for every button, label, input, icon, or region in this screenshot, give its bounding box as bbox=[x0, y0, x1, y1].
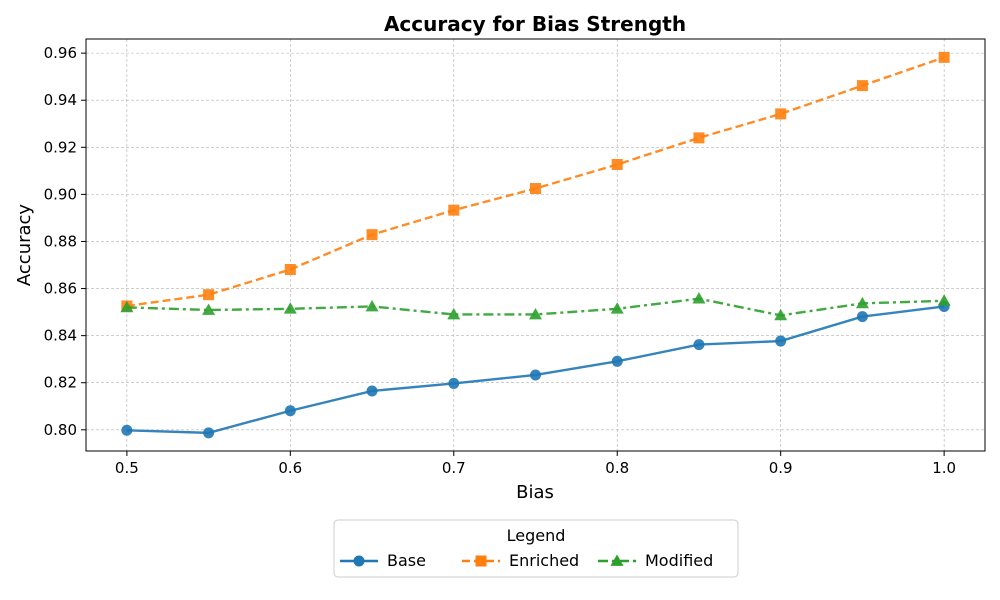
x-tick-label: 0.6 bbox=[278, 459, 302, 477]
x-tick-label: 0.7 bbox=[442, 459, 466, 477]
data-point-enriched bbox=[611, 158, 623, 170]
data-point-modified bbox=[855, 296, 869, 309]
x-tick-label: 1.0 bbox=[932, 459, 956, 477]
y-tick-label: 0.92 bbox=[44, 138, 77, 156]
legend-label-modified: Modified bbox=[645, 551, 713, 570]
data-point-modified bbox=[529, 307, 542, 320]
data-point-modified bbox=[283, 302, 297, 314]
legend: Legend Base Enriched Modified bbox=[333, 519, 739, 578]
grid-lines bbox=[86, 39, 985, 451]
x-axis-ticks: 0.5 0.6 0.7 0.8 0.9 1.0 bbox=[115, 451, 956, 477]
series-line-enriched bbox=[126, 56, 945, 308]
legend-item-base: Base bbox=[340, 551, 426, 570]
x-axis-label: Bias bbox=[516, 482, 554, 503]
data-point-modified bbox=[610, 302, 624, 314]
data-point-modified bbox=[202, 303, 216, 315]
legend-marker-base bbox=[353, 555, 365, 567]
series-modified bbox=[120, 292, 951, 321]
x-tick-label: 0.5 bbox=[115, 459, 139, 477]
data-point-enriched bbox=[938, 51, 950, 63]
data-point-enriched bbox=[366, 229, 378, 241]
data-point-modified bbox=[365, 299, 379, 312]
legend-item-enriched: Enriched bbox=[462, 551, 579, 570]
series-base bbox=[121, 300, 950, 439]
data-point-base bbox=[611, 355, 623, 367]
data-point-modified bbox=[692, 292, 706, 304]
y-tick-label: 0.90 bbox=[44, 185, 77, 203]
data-point-base bbox=[284, 405, 296, 417]
data-point-base bbox=[448, 377, 460, 389]
y-tick-label: 0.86 bbox=[44, 280, 77, 298]
data-point-enriched bbox=[448, 204, 460, 216]
data-point-modified bbox=[774, 308, 788, 321]
data-point-base bbox=[366, 385, 378, 397]
chart-title: Accuracy for Bias Strength bbox=[384, 12, 686, 36]
data-point-enriched bbox=[530, 182, 541, 194]
plot-area-frame bbox=[85, 38, 986, 452]
legend-item-modified: Modified bbox=[598, 551, 713, 570]
data-point-base bbox=[530, 369, 541, 381]
legend-title: Legend bbox=[507, 526, 566, 545]
y-axis-label: Accuracy bbox=[14, 204, 35, 287]
legend-marker-enriched bbox=[475, 555, 487, 567]
data-point-base bbox=[693, 339, 705, 351]
y-tick-label: 0.88 bbox=[44, 232, 77, 250]
y-tick-label: 0.96 bbox=[44, 44, 77, 62]
data-point-base bbox=[856, 311, 868, 323]
series-layer bbox=[120, 51, 951, 439]
y-axis-ticks: 0.80 0.82 0.84 0.86 0.88 0.90 0.92 0.94 0.96 bbox=[44, 44, 86, 439]
data-point-base bbox=[775, 335, 787, 347]
data-point-base bbox=[203, 427, 215, 439]
legend-label-base: Base bbox=[387, 551, 426, 570]
legend-label-enriched: Enriched bbox=[509, 551, 579, 570]
y-tick-label: 0.84 bbox=[44, 327, 77, 345]
data-point-base bbox=[121, 424, 133, 436]
legend-box bbox=[333, 519, 739, 578]
legend-marker-modified bbox=[610, 554, 624, 566]
series-enriched bbox=[121, 51, 950, 312]
data-point-modified bbox=[120, 300, 134, 313]
data-point-modified bbox=[937, 294, 951, 306]
data-point-enriched bbox=[203, 289, 215, 301]
data-point-enriched bbox=[775, 108, 787, 120]
x-tick-label: 0.8 bbox=[605, 459, 629, 477]
y-tick-label: 0.82 bbox=[44, 374, 77, 392]
y-tick-label: 0.94 bbox=[44, 91, 77, 109]
data-point-modified bbox=[447, 307, 461, 320]
y-tick-label: 0.80 bbox=[44, 421, 77, 439]
data-point-enriched bbox=[284, 263, 296, 275]
data-point-enriched bbox=[856, 80, 868, 92]
x-tick-label: 0.9 bbox=[769, 459, 793, 477]
data-point-enriched bbox=[693, 132, 705, 144]
